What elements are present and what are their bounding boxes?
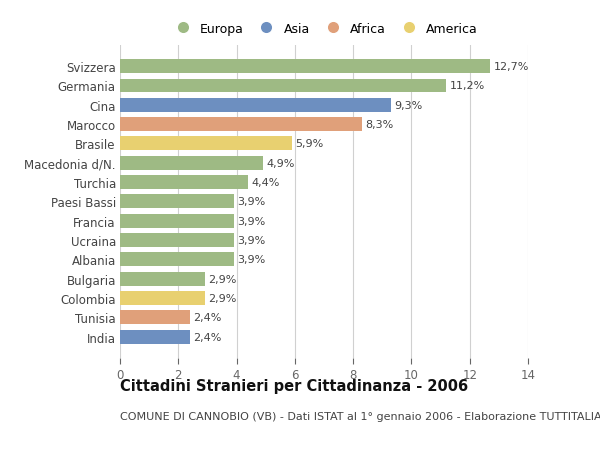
- Text: 9,3%: 9,3%: [395, 101, 423, 111]
- Text: 4,9%: 4,9%: [266, 158, 295, 168]
- Text: 3,9%: 3,9%: [237, 197, 265, 207]
- Bar: [120, 137, 292, 151]
- Text: 3,9%: 3,9%: [237, 216, 265, 226]
- Text: 4,4%: 4,4%: [252, 178, 280, 188]
- Bar: [120, 176, 248, 190]
- Text: 8,3%: 8,3%: [365, 120, 394, 130]
- Text: 3,9%: 3,9%: [237, 235, 265, 246]
- Text: 11,2%: 11,2%: [450, 81, 485, 91]
- Text: 2,9%: 2,9%: [208, 293, 236, 303]
- Bar: [120, 272, 205, 286]
- Text: 5,9%: 5,9%: [295, 139, 323, 149]
- Bar: [120, 118, 362, 132]
- Bar: [120, 99, 391, 112]
- Bar: [120, 79, 446, 93]
- Bar: [120, 157, 263, 170]
- Text: Cittadini Stranieri per Cittadinanza - 2006: Cittadini Stranieri per Cittadinanza - 2…: [120, 379, 468, 394]
- Text: 12,7%: 12,7%: [494, 62, 529, 72]
- Bar: [120, 291, 205, 305]
- Text: 2,4%: 2,4%: [193, 332, 222, 342]
- Text: 2,4%: 2,4%: [193, 313, 222, 323]
- Legend: Europa, Asia, Africa, America: Europa, Asia, Africa, America: [165, 18, 483, 41]
- Bar: [120, 253, 233, 267]
- Bar: [120, 195, 233, 209]
- Bar: [120, 330, 190, 344]
- Text: 3,9%: 3,9%: [237, 255, 265, 265]
- Bar: [120, 311, 190, 325]
- Text: COMUNE DI CANNOBIO (VB) - Dati ISTAT al 1° gennaio 2006 - Elaborazione TUTTITALI: COMUNE DI CANNOBIO (VB) - Dati ISTAT al …: [120, 411, 600, 421]
- Text: 2,9%: 2,9%: [208, 274, 236, 284]
- Bar: [120, 60, 490, 74]
- Bar: [120, 214, 233, 228]
- Bar: [120, 234, 233, 247]
